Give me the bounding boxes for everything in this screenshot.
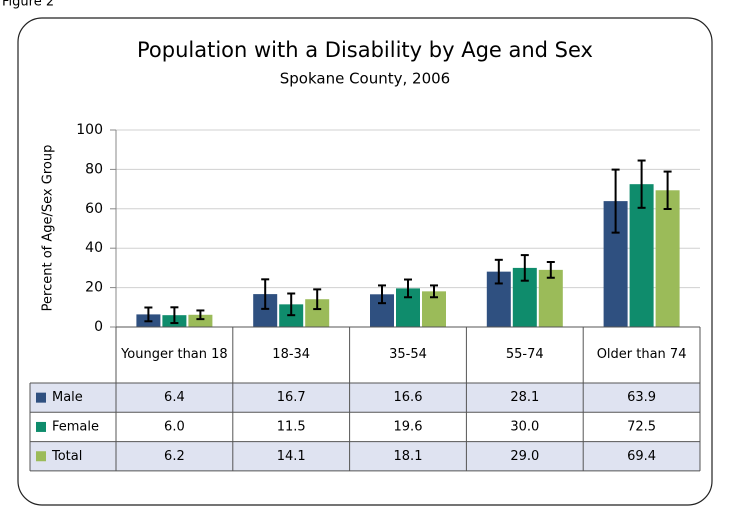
table-cell: 28.1 [510,390,539,405]
y-tick-label: 0 [94,319,103,335]
error-bar [170,306,179,325]
x-tick-label: 35-54 [389,347,427,362]
x-tick-label-box: 18-34 [272,347,311,362]
error-bar [404,278,412,299]
x-tick-label-box: Younger than 18 [121,347,228,362]
x-tick-label-box: 55-74 [505,347,544,362]
x-tick-label: 55-74 [505,347,544,362]
table-cell: 19.6 [394,419,423,434]
legend-label: Female [52,419,99,434]
error-bar [196,309,205,321]
bar [538,269,563,327]
error-bar [663,170,672,210]
legend-swatch [36,421,46,432]
y-tick-label: 80 [85,161,103,177]
error-bar [637,159,646,209]
table-cell: 30.0 [510,419,539,434]
error-bar [430,284,438,299]
row-band [30,441,700,471]
table-cell: 6.0 [164,419,185,434]
x-tick-label: Older than 74 [596,347,687,362]
table-cell: 69.4 [627,449,656,464]
bar [188,314,213,327]
table-cell: 16.7 [277,390,306,405]
error-bar [494,258,503,285]
error-bar [287,292,296,317]
error-bar [378,284,386,305]
error-bar [520,254,529,282]
y-tick-label: 20 [85,280,103,296]
chart-title: Population with a Disability by Age and … [137,38,593,62]
table-cell: 29.0 [510,449,539,464]
table-cell: 63.9 [627,390,656,405]
table-cell: 11.5 [277,419,306,434]
x-tick-label-box: 35-54 [389,347,427,362]
bar [655,190,680,327]
chart-subtitle: Spokane County, 2006 [280,70,450,88]
error-bar [313,288,322,311]
y-axis-label: Percent of Age/Sex Group [41,145,56,312]
error-bar [261,278,270,310]
legend-swatch [36,451,46,462]
table-cell: 72.5 [627,419,656,434]
error-bar [144,306,153,323]
error-bar [546,260,555,279]
label-bg [0,0,80,12]
y-tick-label: 100 [76,122,103,138]
row-band [30,383,700,413]
figure-label: Figure 2 [2,0,54,10]
table-cell: 6.2 [164,449,185,464]
table-cell: 18.1 [394,449,423,464]
table-cell: 14.1 [277,449,306,464]
x-tick-label-box: Older than 74 [596,347,687,362]
error-bar [611,168,620,234]
legend-label: Total [51,449,82,464]
table-cell: 16.6 [394,390,423,405]
legend-swatch [36,392,46,403]
x-tick-label: Younger than 18 [121,347,228,362]
y-tick-label: 40 [85,240,103,256]
legend-label: Male [52,390,83,405]
y-tick-label: 60 [85,201,103,217]
x-tick-label: 18-34 [272,347,311,362]
table-cell: 6.4 [164,390,185,405]
